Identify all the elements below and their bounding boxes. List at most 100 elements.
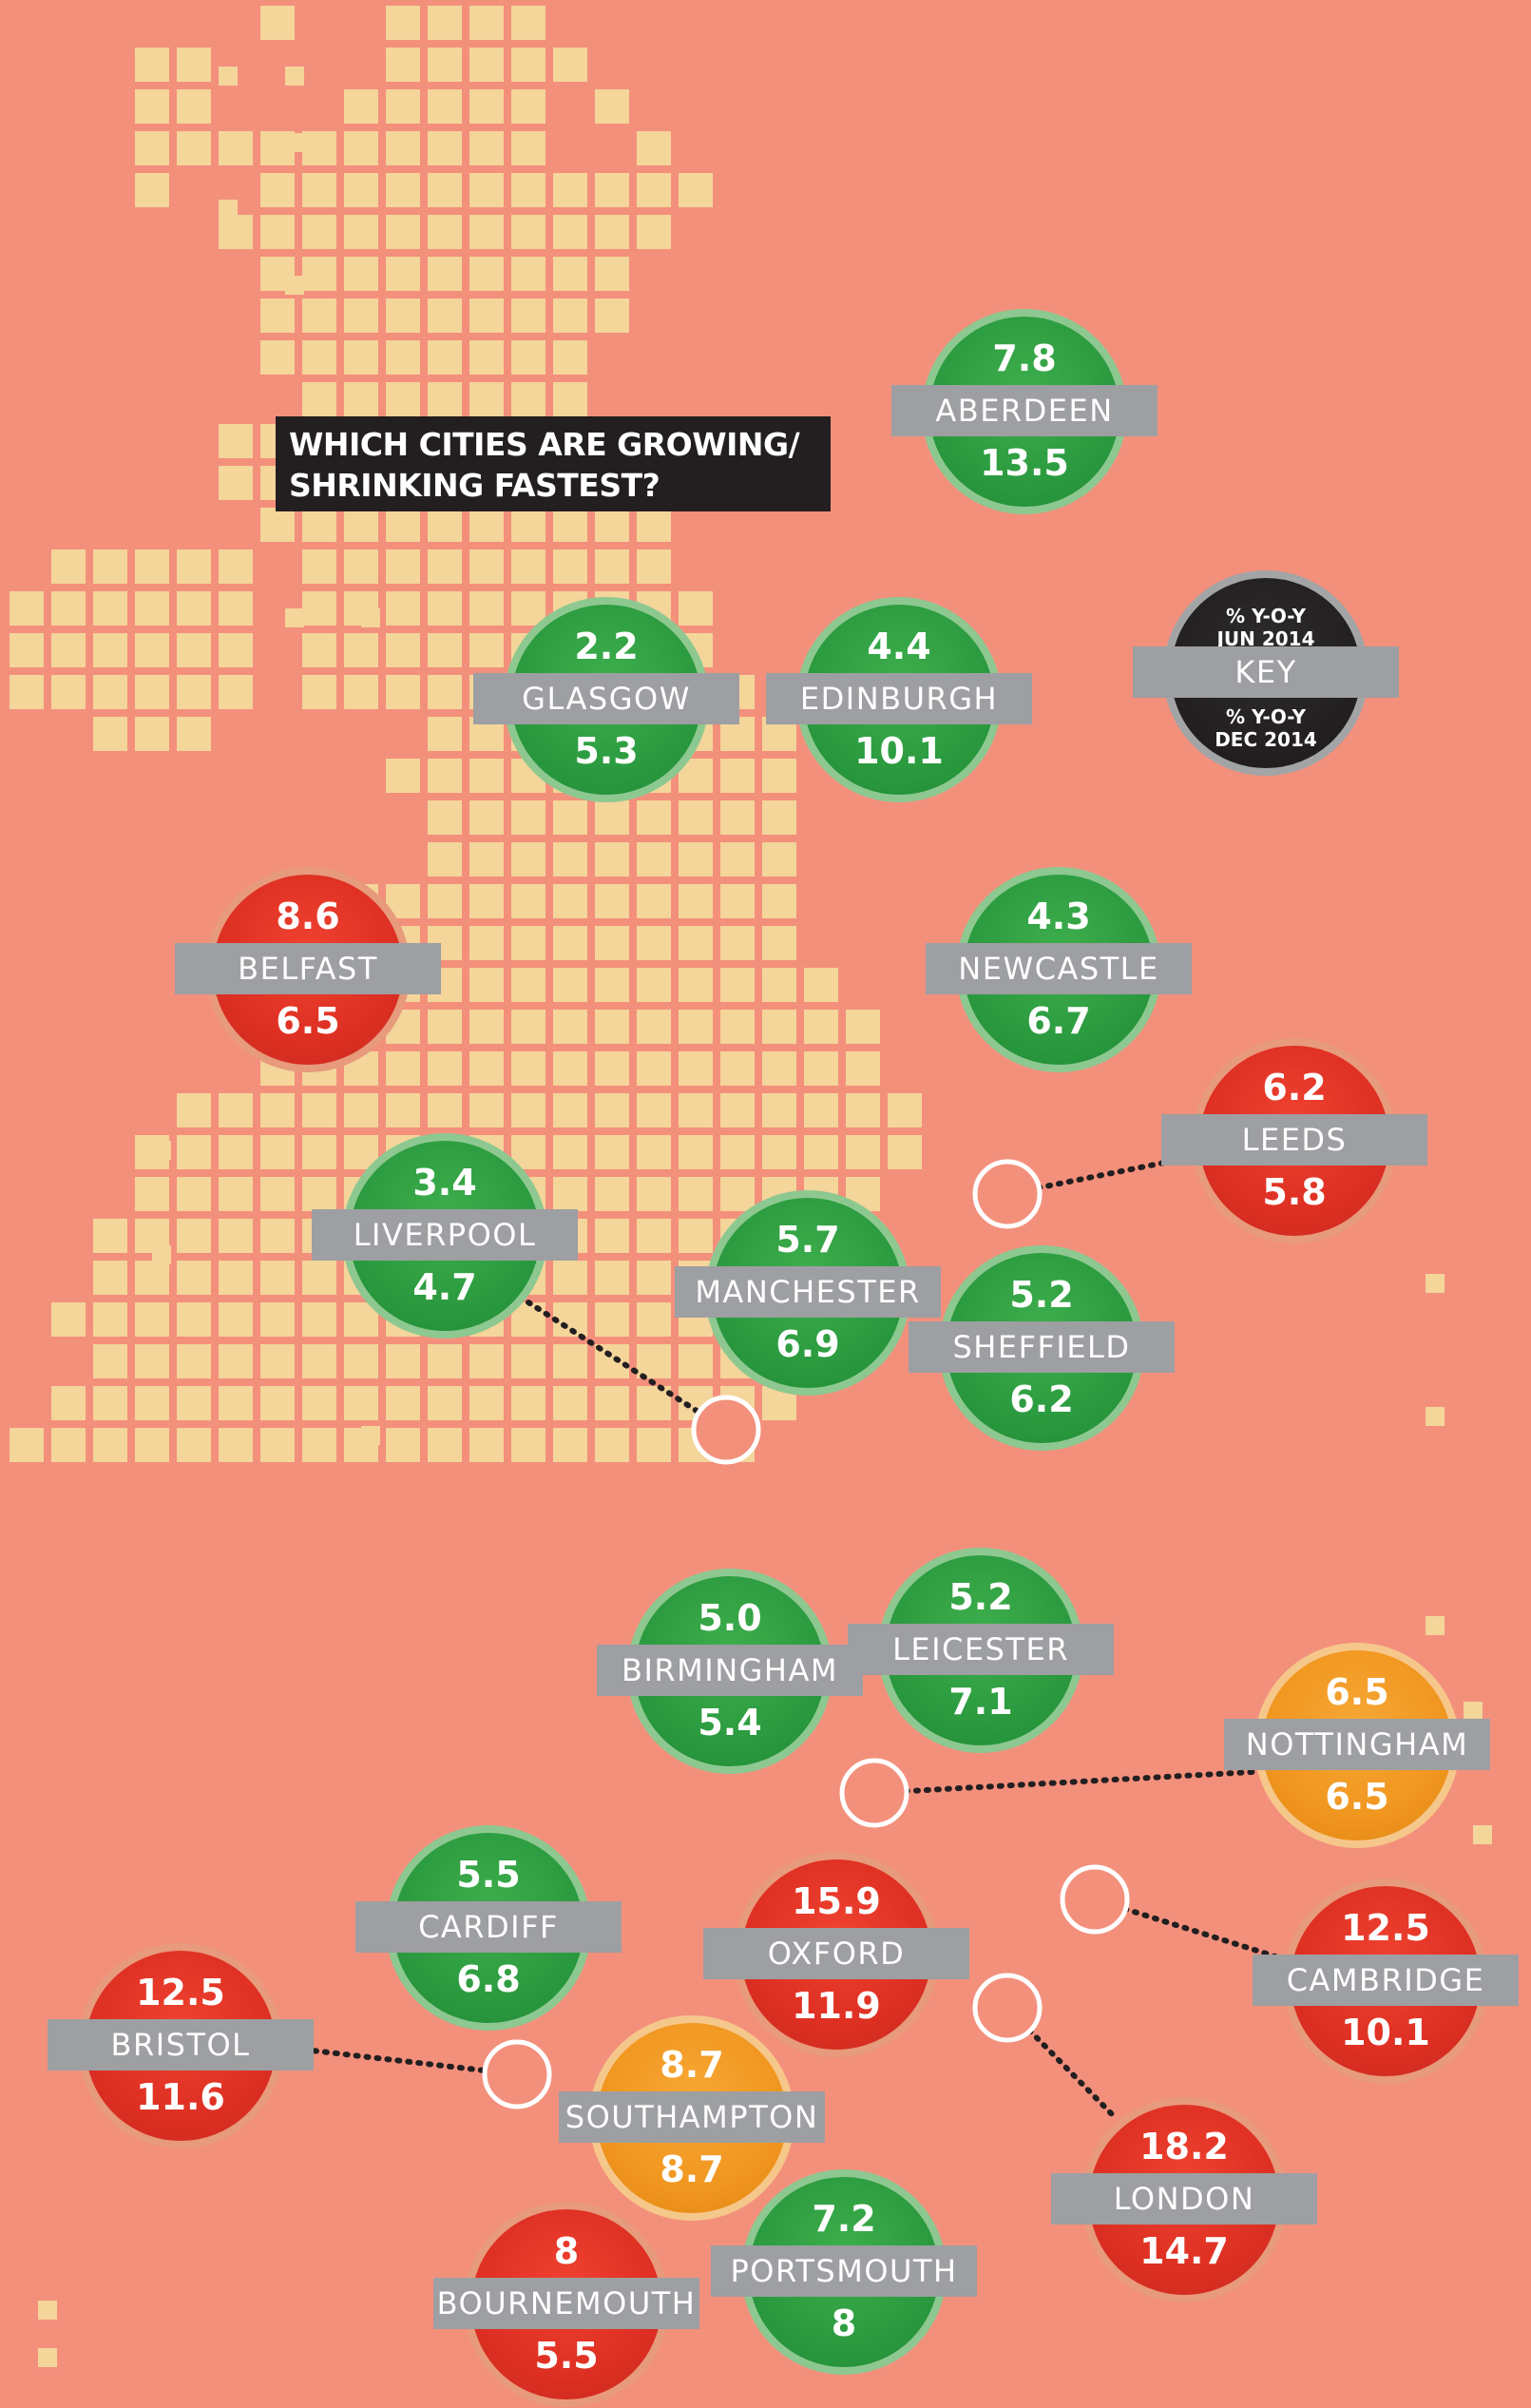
map-tile <box>219 1219 253 1253</box>
map-tile <box>1473 1825 1492 1844</box>
map-tile <box>553 1010 587 1044</box>
key-top-line-1: % Y-O-Y <box>1225 605 1307 627</box>
map-tile <box>386 89 420 124</box>
map-tile <box>285 133 304 152</box>
map-tile <box>386 508 420 542</box>
map-tile <box>219 675 253 709</box>
city-cambridge: 12.5 CAMBRIDGE 10.1 <box>1253 1878 1519 2084</box>
map-tile <box>595 1302 629 1337</box>
map-tile <box>511 48 545 82</box>
map-tile <box>637 173 671 207</box>
map-tile <box>595 1428 629 1462</box>
map-tile <box>553 800 587 835</box>
dec-2014-value: 7.1 <box>948 1681 1013 1723</box>
map-tile <box>553 1093 587 1127</box>
map-tile <box>93 717 127 751</box>
map-tile <box>386 382 420 416</box>
map-tile <box>177 1344 211 1378</box>
map-tile <box>553 968 587 1002</box>
city-name-label: PORTSMOUTH <box>711 2245 977 2297</box>
map-tile <box>637 1010 671 1044</box>
map-tile <box>762 759 796 793</box>
map-tile <box>219 633 253 667</box>
key-top-text: % Y-O-Y JUN 2014 <box>1163 605 1368 650</box>
map-tile <box>469 1093 504 1127</box>
map-tile <box>762 1093 796 1127</box>
map-tile <box>219 1386 253 1420</box>
map-tile <box>302 299 336 333</box>
map-tile <box>511 382 545 416</box>
city-liverpool: 3.4 LIVERPOOL 4.7 <box>312 1133 578 1339</box>
map-tile <box>428 842 462 877</box>
key-bottom-text: % Y-O-Y DEC 2014 <box>1163 705 1368 751</box>
map-tile <box>595 299 629 333</box>
city-cardiff: 5.5 CARDIFF 6.8 <box>355 1825 622 2031</box>
map-tile <box>553 926 587 960</box>
map-tile <box>51 1386 86 1420</box>
jun-2014-value: 12.5 <box>1341 1907 1430 1949</box>
map-tile <box>469 131 504 165</box>
map-tile <box>260 1177 295 1211</box>
map-tile <box>637 549 671 584</box>
dec-2014-value: 5.3 <box>574 730 639 772</box>
map-tile <box>93 1386 127 1420</box>
map-tile <box>511 1093 545 1127</box>
map-tile <box>344 257 378 291</box>
map-tile <box>511 1428 545 1462</box>
jun-2014-value: 7.8 <box>992 337 1057 379</box>
map-tile <box>428 759 462 793</box>
map-tile <box>511 1344 545 1378</box>
map-tile <box>135 1302 169 1337</box>
map-tile <box>637 1261 671 1295</box>
map-tile <box>553 382 587 416</box>
map-tile <box>469 759 504 793</box>
map-tile <box>219 67 238 86</box>
map-tile <box>344 131 378 165</box>
jun-2014-value: 18.2 <box>1139 2126 1229 2167</box>
map-tile <box>511 508 545 542</box>
map-tile <box>511 884 545 918</box>
map-tile <box>219 1177 253 1211</box>
map-tile <box>1426 1407 1445 1426</box>
map-tile <box>285 276 304 295</box>
map-tile <box>469 842 504 877</box>
map-tile <box>469 1428 504 1462</box>
map-tile <box>428 1428 462 1462</box>
map-tile <box>344 633 378 667</box>
map-tile <box>428 89 462 124</box>
map-tile <box>302 340 336 375</box>
map-tile <box>428 48 462 82</box>
map-tile <box>428 131 462 165</box>
map-tile <box>720 1093 755 1127</box>
dec-2014-value: 5.4 <box>698 1702 762 1743</box>
map-tile <box>177 1261 211 1295</box>
map-tile <box>219 215 253 249</box>
map-tile <box>135 48 169 82</box>
map-tile <box>38 2348 57 2367</box>
map-tile <box>469 633 504 667</box>
city-location-marker <box>972 1159 1043 1229</box>
map-tile <box>344 89 378 124</box>
map-tile <box>93 1302 127 1337</box>
city-newcastle: 4.3 NEWCASTLE 6.7 <box>926 867 1192 1072</box>
map-tile <box>428 382 462 416</box>
map-tile <box>469 299 504 333</box>
map-tile <box>595 257 629 291</box>
map-tile <box>428 299 462 333</box>
dec-2014-value: 6.8 <box>456 1958 521 2000</box>
map-tile <box>302 508 336 542</box>
map-tile <box>386 48 420 82</box>
map-tile <box>260 1386 295 1420</box>
map-tile <box>469 48 504 82</box>
map-tile <box>302 1177 336 1211</box>
map-tile <box>720 1177 755 1211</box>
city-name-label: SOUTHAMPTON <box>559 2091 825 2143</box>
jun-2014-value: 5.7 <box>775 1219 840 1261</box>
jun-2014-value: 8.6 <box>276 896 340 937</box>
map-tile <box>469 591 504 626</box>
map-tile <box>595 800 629 835</box>
map-tile <box>302 591 336 626</box>
map-tile <box>260 1093 295 1127</box>
city-name-label: OXFORD <box>703 1928 969 1979</box>
map-tile <box>386 131 420 165</box>
